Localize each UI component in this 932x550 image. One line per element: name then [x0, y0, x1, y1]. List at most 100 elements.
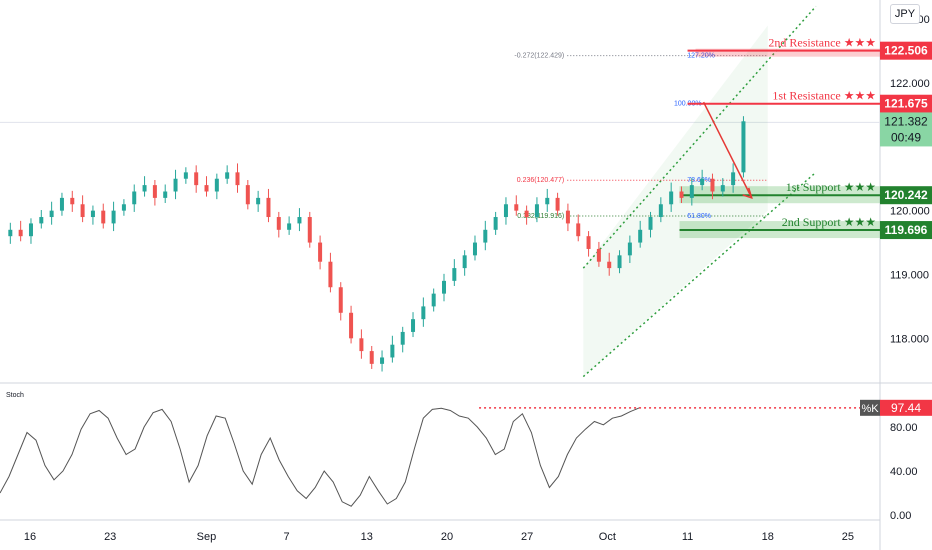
- channel-fill: [583, 25, 768, 377]
- candle-body: [689, 185, 694, 198]
- time-tick-label: 7: [284, 531, 290, 543]
- time-tick-label: Oct: [599, 531, 616, 543]
- candle-body: [555, 197, 560, 211]
- candle-body: [700, 178, 705, 186]
- candle-body: [669, 191, 674, 205]
- price-tick-label: 122.000: [890, 78, 930, 90]
- level-label: 2nd Resistance ★★★: [768, 36, 876, 50]
- candle-body: [287, 223, 292, 230]
- candle-body: [586, 236, 591, 249]
- currency-label: JPY: [894, 8, 916, 20]
- candle-body: [70, 197, 75, 205]
- candle-body: [8, 229, 13, 237]
- candle-body: [442, 280, 447, 294]
- candle-body: [49, 210, 54, 218]
- level-price-tag: [880, 186, 932, 205]
- candle-body: [163, 191, 168, 198]
- last-price-countdown: 00:49: [891, 130, 921, 144]
- level-label: 1st Support ★★★: [786, 180, 876, 194]
- time-tick-label: 20: [441, 531, 453, 543]
- level-price-tag: [880, 41, 932, 60]
- candle-body: [318, 242, 323, 262]
- candle-body: [266, 197, 271, 218]
- projection-arrow-head: [742, 187, 753, 200]
- candle-body: [411, 319, 416, 332]
- candle-body: [431, 293, 436, 307]
- channel-lower-line: [582, 171, 817, 378]
- stoch-k-label: %K: [861, 403, 879, 415]
- candle-body: [276, 217, 281, 230]
- candle-body: [369, 351, 374, 364]
- candle-body: [648, 217, 653, 230]
- candle-body: [183, 172, 188, 179]
- candle-body: [380, 357, 385, 364]
- candle-body: [338, 287, 343, 313]
- candle-body: [111, 210, 116, 224]
- candle-body: [607, 261, 612, 269]
- candle-body: [142, 185, 147, 192]
- candle-body: [297, 217, 302, 224]
- candle-body: [80, 204, 85, 218]
- stoch-line: [0, 407, 640, 507]
- candle-body: [421, 306, 426, 320]
- candle-body: [204, 185, 209, 192]
- candle-body: [524, 210, 529, 218]
- time-tick-label: Sep: [197, 531, 217, 543]
- fib-pct-label: 78.60%: [687, 177, 711, 184]
- fib-label: -0.272(122.429): [514, 53, 564, 60]
- stoch-tick-label: 0.00: [890, 510, 911, 522]
- fib-label: 0.382(119.916): [517, 213, 564, 220]
- candle-body: [710, 178, 715, 192]
- candle-body: [741, 121, 746, 173]
- candle-body: [565, 210, 570, 224]
- candle-body: [349, 312, 354, 339]
- candle-body: [18, 229, 23, 237]
- last-price-tag: [880, 112, 932, 147]
- currency-button[interactable]: JPY: [890, 4, 920, 24]
- candle-body: [256, 197, 261, 205]
- candle-body: [483, 229, 488, 243]
- candle-body: [493, 217, 498, 230]
- candle-body: [28, 223, 33, 237]
- candle-body: [576, 223, 581, 237]
- candle-body: [679, 191, 684, 198]
- time-tick-label: 11: [682, 531, 693, 543]
- time-tick-label: 13: [361, 531, 373, 543]
- candle-body: [101, 210, 106, 224]
- stoch-value: 97.44: [891, 401, 921, 415]
- candle-body: [245, 185, 250, 205]
- candle-body: [194, 172, 199, 186]
- projection-arrow: [702, 101, 753, 199]
- candle-body: [617, 255, 622, 269]
- level-price-value: 120.242: [884, 188, 928, 202]
- candle-body: [390, 344, 395, 358]
- candle-body: [39, 217, 44, 224]
- level-label: 2nd Support ★★★: [782, 215, 876, 229]
- candle-body: [658, 204, 663, 218]
- stoch-value-tag: [880, 399, 932, 416]
- price-tick-label: 119.000: [890, 269, 929, 281]
- candle-body: [462, 255, 467, 269]
- candle-body: [472, 242, 477, 256]
- level-price-value: 122.506: [884, 44, 928, 58]
- candle-body: [534, 204, 539, 218]
- candle-body: [90, 210, 95, 218]
- candle-body: [514, 204, 519, 211]
- candle-body: [400, 331, 405, 345]
- candle-body: [173, 178, 178, 192]
- level-price-tag: [880, 221, 932, 240]
- candle-body: [638, 229, 643, 243]
- candle-body: [503, 204, 508, 218]
- stoch-tick-label: 40.00: [890, 466, 918, 478]
- candle-body: [720, 185, 725, 192]
- level-label: 1st Resistance ★★★: [772, 89, 876, 103]
- candle-body: [235, 172, 240, 186]
- resistance-zone: [695, 48, 880, 57]
- stoch-tick-label: 80.00: [890, 422, 918, 434]
- candle-body: [545, 197, 550, 205]
- candle-body: [225, 172, 230, 179]
- level-price-tag: [880, 94, 932, 113]
- candle-body: [596, 248, 601, 262]
- fib-pct-label: 127.20%: [687, 53, 715, 60]
